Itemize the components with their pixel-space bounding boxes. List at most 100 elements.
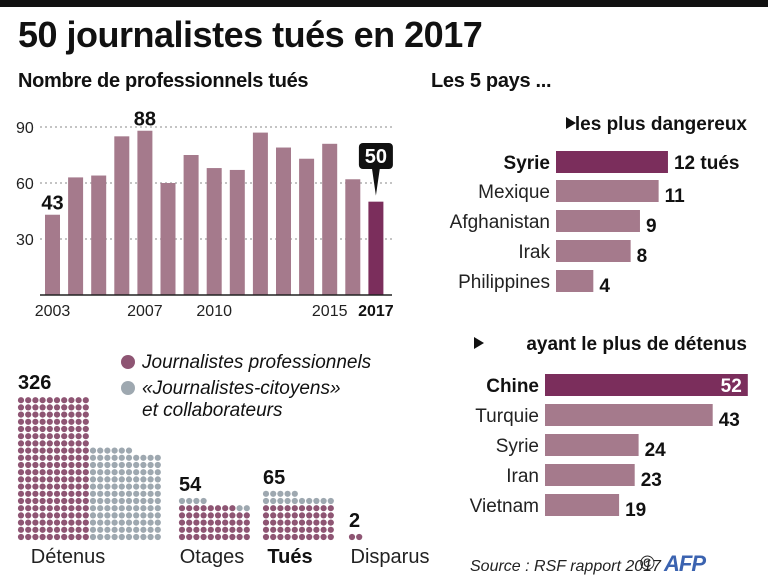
waffle-dot xyxy=(104,483,111,490)
waffle-group-label: Détenus xyxy=(31,546,106,568)
waffle-dot xyxy=(82,447,89,454)
waffle-dot xyxy=(154,476,161,483)
y-tick-label: 30 xyxy=(16,232,34,249)
waffle-dot xyxy=(32,512,39,519)
annual-bars xyxy=(45,130,384,295)
data-label-2007: 88 xyxy=(134,109,156,131)
waffle-dot xyxy=(111,461,118,469)
waffle-dot xyxy=(89,469,97,476)
triangle-bullet-icon xyxy=(566,117,576,129)
country-label: Philippines xyxy=(458,272,550,293)
waffle-dot xyxy=(125,476,133,483)
country-row: Afghanistan 9 xyxy=(450,210,657,237)
annual-x-ticks: 2003 2007 2010 2015 2017 xyxy=(35,303,394,320)
waffle-total: 326 xyxy=(18,372,51,394)
waffle-dot xyxy=(186,533,193,541)
waffle-dot xyxy=(46,454,53,461)
country-row: Mexique 11 xyxy=(478,180,685,207)
waffle-dot xyxy=(327,505,334,512)
waffle-dot xyxy=(111,505,118,512)
waffle-dot xyxy=(97,519,104,526)
waffle-dot xyxy=(53,476,61,483)
waffle-dot xyxy=(61,425,68,433)
waffle-dot xyxy=(82,476,89,483)
country-value: 19 xyxy=(625,500,646,521)
top-rule xyxy=(0,0,768,7)
country-bar xyxy=(556,270,594,292)
waffle-dot xyxy=(61,397,68,404)
waffle-dot xyxy=(75,461,82,469)
waffle-chart: 326 54 65 2 Détenus Otages Tués Disparus xyxy=(17,372,430,568)
bar-2009 xyxy=(183,155,199,295)
x-tick-label-2003: 2003 xyxy=(35,303,71,320)
waffle-dot xyxy=(147,483,154,490)
waffle-dot xyxy=(133,476,140,483)
waffle-dot xyxy=(118,512,125,519)
waffle-dot xyxy=(147,490,154,497)
waffle-dot xyxy=(125,461,133,469)
waffle-dot xyxy=(53,454,61,461)
waffle-dot xyxy=(89,505,97,512)
waffle-dot xyxy=(61,512,68,519)
waffle-group-label: Otages xyxy=(180,546,244,568)
waffle-dot xyxy=(104,512,111,519)
waffle-dot xyxy=(236,512,243,519)
waffle-dot xyxy=(111,497,118,505)
waffle-dot xyxy=(53,411,61,418)
waffle-dot xyxy=(133,454,140,461)
waffle-dot xyxy=(39,454,46,461)
waffle-dot xyxy=(277,512,284,519)
waffle-dot xyxy=(46,425,53,433)
waffle-dot xyxy=(46,490,53,497)
waffle-dot xyxy=(104,526,111,533)
waffle-dot xyxy=(82,411,89,418)
waffle-dot xyxy=(125,526,133,533)
waffle-dot xyxy=(25,418,32,425)
legend-citizen-swatch xyxy=(121,381,135,395)
waffle-dot xyxy=(320,497,327,505)
waffle-dot xyxy=(147,469,154,476)
waffle-dot xyxy=(61,469,68,476)
country-value: 23 xyxy=(641,470,662,491)
waffle-dot xyxy=(111,483,118,490)
waffle-dot xyxy=(284,490,291,497)
waffle-dot xyxy=(82,490,89,497)
waffle-dot xyxy=(46,483,53,490)
waffle-dot xyxy=(39,461,46,469)
waffle-group-label: Disparus xyxy=(351,546,430,568)
waffle-dot xyxy=(25,533,32,541)
waffle-dot xyxy=(111,447,118,454)
waffle-dot xyxy=(97,505,104,512)
waffle-dot xyxy=(39,447,46,454)
waffle-dot xyxy=(154,512,161,519)
waffle-dot xyxy=(25,497,32,505)
waffle-dot xyxy=(32,404,39,411)
waffle-dot xyxy=(207,519,214,526)
waffle-dot xyxy=(140,461,147,469)
waffle-dot xyxy=(25,476,32,483)
waffle-dot xyxy=(147,497,154,505)
waffle-dot xyxy=(17,519,25,526)
waffle-dot xyxy=(89,461,97,469)
waffle-dot xyxy=(313,505,320,512)
waffle-dot xyxy=(277,533,284,541)
waffle-dot xyxy=(46,526,53,533)
waffle-dot xyxy=(46,447,53,454)
waffle-dot xyxy=(222,505,229,512)
waffle-dot xyxy=(97,497,104,505)
waffle-dot xyxy=(133,505,140,512)
waffle-dot xyxy=(133,469,140,476)
right-subtitle: Les 5 pays ... xyxy=(431,70,552,92)
bar-2017 xyxy=(368,201,384,295)
waffle-dot xyxy=(178,505,186,512)
waffle-dot xyxy=(32,476,39,483)
country-label: Irak xyxy=(518,242,550,263)
waffle-dot xyxy=(118,490,125,497)
waffle-dot xyxy=(25,440,32,447)
waffle-dot xyxy=(284,526,291,533)
waffle-dot xyxy=(320,505,327,512)
waffle-dot xyxy=(32,483,39,490)
country-bar xyxy=(556,180,659,202)
waffle-dot xyxy=(298,533,306,541)
waffle-dot xyxy=(270,490,277,497)
